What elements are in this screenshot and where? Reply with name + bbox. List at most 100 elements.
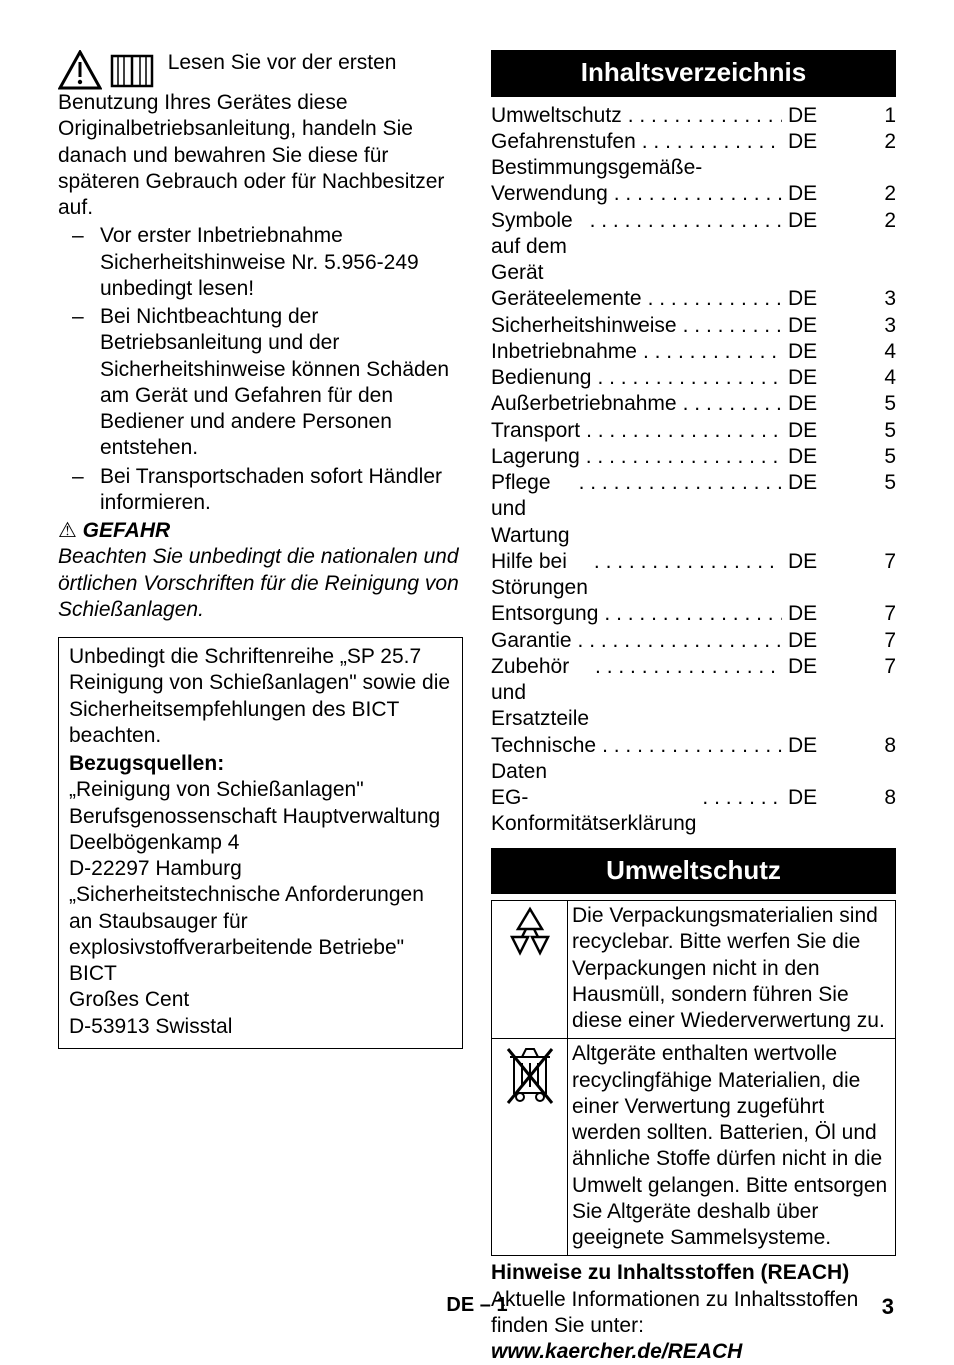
source-line: „Reinigung von Schießanlagen" bbox=[69, 777, 452, 803]
toc-dots: . . . . . . . . . . . . . . . . . . . . … bbox=[614, 181, 782, 207]
toc-dots: . . . . . . . . . . . . . . . . . . . . … bbox=[702, 785, 782, 811]
table-row: Die Verpackungsmaterialien sind recycleb… bbox=[492, 901, 896, 1039]
toc-de: DE bbox=[788, 733, 826, 759]
toc-label: Bestimmungsgemäße- bbox=[491, 155, 702, 181]
toc-dots: . . . . . . . . . . . . . . . . . . . . … bbox=[604, 601, 782, 627]
toc-de: DE bbox=[788, 601, 826, 627]
toc-dots: . . . . . . . . . . . . . . . . . . . . … bbox=[648, 286, 782, 312]
toc-row: Umweltschutz. . . . . . . . . . . . . . … bbox=[491, 103, 896, 129]
toc-label: Sicherheitshinweise bbox=[491, 313, 677, 339]
toc-dots: . . . . . . . . . . . . . . . . . . . . … bbox=[578, 628, 782, 654]
toc-de: DE bbox=[788, 628, 826, 654]
source-line: Deelbögenkamp 4 bbox=[69, 830, 452, 856]
toc-row: Entsorgung. . . . . . . . . . . . . . . … bbox=[491, 601, 896, 627]
toc-de: DE bbox=[788, 313, 826, 339]
footer-center: DE – 1 bbox=[446, 1293, 507, 1318]
env-header: Umweltschutz bbox=[491, 848, 896, 895]
toc-dots: . . . . . . . . . . . . . . . . . . . . … bbox=[628, 103, 782, 129]
intro-paragraph: Lesen Sie vor der ersten Benutzung Ihres… bbox=[58, 50, 463, 221]
toc-label: Entsorgung bbox=[491, 601, 598, 627]
toc-label: Bedienung bbox=[491, 365, 591, 391]
danger-heading: ⚠ GEFAHR bbox=[58, 518, 463, 544]
right-column: Inhaltsverzeichnis Umweltschutz. . . . .… bbox=[491, 50, 896, 1365]
source-line: BICT bbox=[69, 961, 452, 987]
manual-book-icon bbox=[108, 50, 156, 90]
toc-dots: . . . . . . . . . . . . . . . . . . . . … bbox=[683, 313, 782, 339]
list-item: Vor erster Inbetriebnahme Sicherheitshin… bbox=[100, 223, 463, 302]
toc-header: Inhaltsverzeichnis bbox=[491, 50, 896, 97]
list-item: Bei Transportschaden sofort Händler info… bbox=[100, 464, 463, 517]
toc-row: Geräteelemente. . . . . . . . . . . . . … bbox=[491, 286, 896, 312]
toc-page: 5 bbox=[872, 470, 896, 496]
toc-de: DE bbox=[788, 785, 826, 811]
recycle-icon bbox=[500, 903, 560, 963]
toc-row: Inbetriebnahme. . . . . . . . . . . . . … bbox=[491, 339, 896, 365]
toc-page: 7 bbox=[872, 654, 896, 680]
bullet-text: Vor erster Inbetriebnahme Sicherheitshin… bbox=[100, 224, 419, 300]
environment-table: Die Verpackungsmaterialien sind recycleb… bbox=[491, 900, 896, 1256]
toc-de: DE bbox=[788, 365, 826, 391]
toc-page: 7 bbox=[872, 628, 896, 654]
bullet-text: Bei Nichtbeachtung der Betriebsanleitung… bbox=[100, 305, 449, 459]
toc-de: DE bbox=[788, 654, 826, 680]
toc-row: Zubehör und Ersatzteile. . . . . . . . .… bbox=[491, 654, 896, 733]
list-item: Bei Nichtbeachtung der Betriebsanleitung… bbox=[100, 304, 463, 462]
danger-symbol: ⚠ bbox=[58, 519, 77, 542]
toc-page: 4 bbox=[872, 339, 896, 365]
no-bin-icon-cell bbox=[492, 1039, 568, 1256]
toc-label: Geräteelemente bbox=[491, 286, 642, 312]
toc-label: Gefahrenstufen bbox=[491, 129, 636, 155]
toc-de: DE bbox=[788, 444, 826, 470]
reach-url: www.kaercher.de/REACH bbox=[491, 1339, 896, 1365]
toc-row: Technische Daten. . . . . . . . . . . . … bbox=[491, 733, 896, 786]
toc-dots: . . . . . . . . . . . . . . . . . . . . … bbox=[683, 391, 782, 417]
toc-label: EG-Konformitätserklärung bbox=[491, 785, 696, 838]
toc-page: 2 bbox=[872, 208, 896, 234]
toc-row: Transport. . . . . . . . . . . . . . . .… bbox=[491, 418, 896, 444]
toc-page: 3 bbox=[872, 313, 896, 339]
env-text-cell: Die Verpackungsmaterialien sind recycleb… bbox=[568, 901, 896, 1039]
toc-row: Außerbetriebnahme. . . . . . . . . . . .… bbox=[491, 391, 896, 417]
toc-row: Symbole auf dem Gerät. . . . . . . . . .… bbox=[491, 208, 896, 287]
toc-row: Bedienung. . . . . . . . . . . . . . . .… bbox=[491, 365, 896, 391]
toc-page: 7 bbox=[872, 549, 896, 575]
toc-page: 1 bbox=[872, 103, 896, 129]
toc-label: Lagerung bbox=[491, 444, 580, 470]
env-text-cell: Altgeräte enthalten wertvolle recyclingf… bbox=[568, 1039, 896, 1256]
toc-label: Zubehör und Ersatzteile bbox=[491, 654, 589, 733]
toc-page: 5 bbox=[872, 418, 896, 444]
toc-de: DE bbox=[788, 208, 826, 234]
toc-dots: . . . . . . . . . . . . . . . . . . . . … bbox=[643, 339, 782, 365]
toc-de: DE bbox=[788, 391, 826, 417]
toc-dots: . . . . . . . . . . . . . . . . . . . . … bbox=[586, 418, 782, 444]
toc-page: 7 bbox=[872, 601, 896, 627]
toc-page: 2 bbox=[872, 129, 896, 155]
env-text: Altgeräte enthalten wertvolle recyclingf… bbox=[572, 1042, 887, 1249]
toc-de: DE bbox=[788, 418, 826, 444]
toc-page: 8 bbox=[872, 733, 896, 759]
toc-page: 3 bbox=[872, 286, 896, 312]
toc-dots: . . . . . . . . . . . . . . . . . . . . … bbox=[602, 733, 782, 759]
source-line: „Sicherheitstechnische Anforderungen an … bbox=[69, 882, 452, 961]
toc-de: DE bbox=[788, 470, 826, 496]
toc-label: Garantie bbox=[491, 628, 572, 654]
toc-page: 4 bbox=[872, 365, 896, 391]
toc-label: Technische Daten bbox=[491, 733, 596, 786]
toc-dots: . . . . . . . . . . . . . . . . . . . . … bbox=[579, 470, 782, 496]
toc-de: DE bbox=[788, 181, 826, 207]
toc-label: Pflege und Wartung bbox=[491, 470, 573, 549]
toc-de: DE bbox=[788, 103, 826, 129]
toc-label: Inbetriebnahme bbox=[491, 339, 637, 365]
toc-label: Außerbetriebnahme bbox=[491, 391, 677, 417]
toc-page: 8 bbox=[872, 785, 896, 811]
toc-dots: . . . . . . . . . . . . . . . . . . . . … bbox=[594, 549, 782, 575]
table-of-contents: Umweltschutz. . . . . . . . . . . . . . … bbox=[491, 103, 896, 838]
page: Lesen Sie vor der ersten Benutzung Ihres… bbox=[0, 0, 954, 1365]
toc-row: Hilfe bei Störungen. . . . . . . . . . .… bbox=[491, 549, 896, 602]
table-row: Altgeräte enthalten wertvolle recyclingf… bbox=[492, 1039, 896, 1256]
danger-label: GEFAHR bbox=[83, 519, 171, 542]
toc-dots: . . . . . . . . . . . . . . . . . . . . … bbox=[597, 365, 782, 391]
toc-de: DE bbox=[788, 286, 826, 312]
toc-row: Garantie. . . . . . . . . . . . . . . . … bbox=[491, 628, 896, 654]
toc-dots: . . . . . . . . . . . . . . . . . . . . … bbox=[595, 654, 782, 680]
